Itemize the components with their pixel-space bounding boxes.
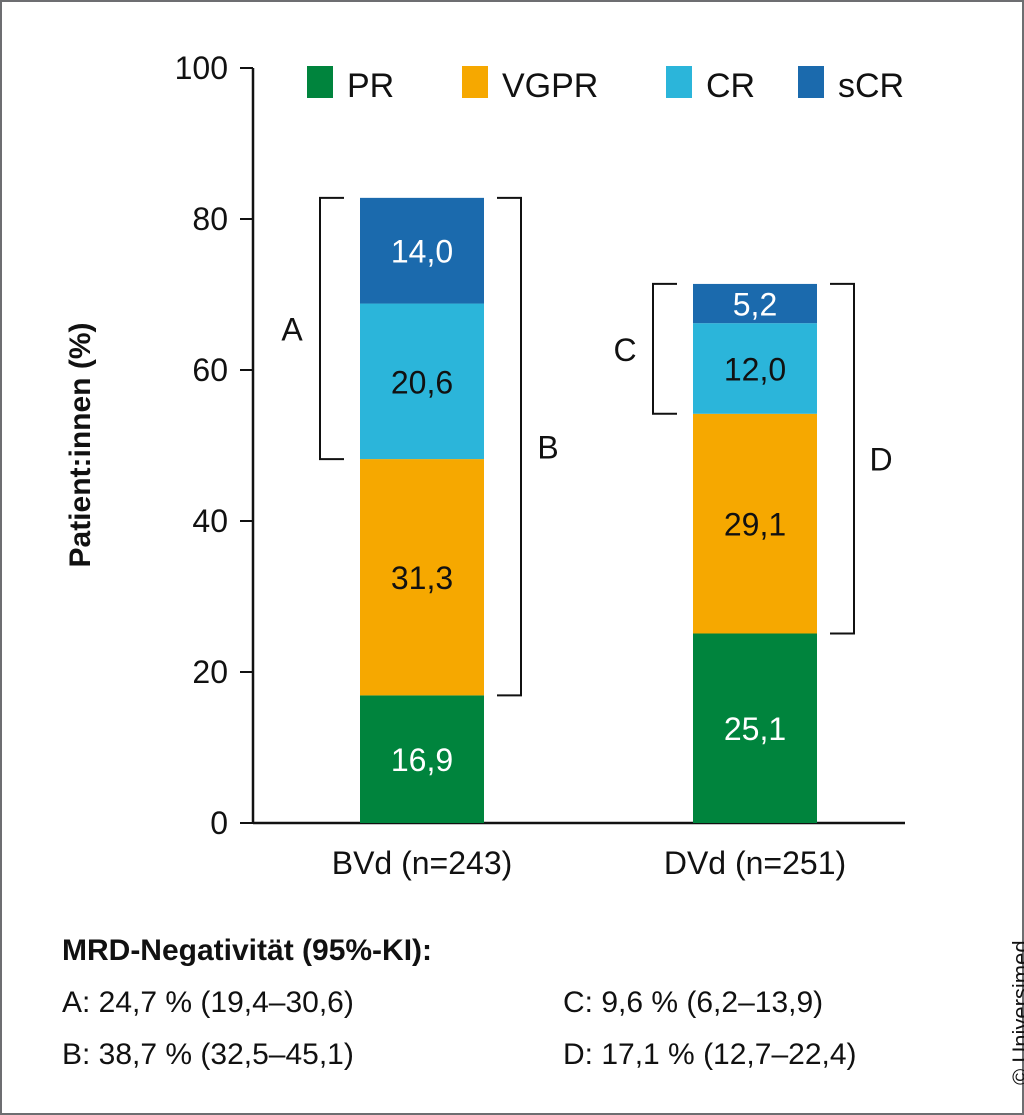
bar-segment-pr [360, 695, 484, 823]
data-label: 31,3 [391, 560, 453, 596]
bracket-label-c: C [613, 332, 636, 368]
y-tick-label: 80 [192, 201, 228, 237]
note-d: D: 17,1 % (12,7–22,4) [563, 1038, 857, 1071]
legend-label-pr: PR [347, 67, 394, 105]
y-tick-label: 100 [175, 50, 228, 86]
bar-segment-scr [360, 197, 484, 304]
y-tick-label: 40 [192, 503, 228, 539]
data-label: 29,1 [724, 507, 786, 543]
bracket-a [319, 196, 344, 461]
bar-segment-cr [693, 323, 817, 414]
bar-segment-scr [693, 283, 817, 324]
legend-swatch-scr [798, 66, 824, 98]
note-b: B: 38,7 % (32,5–45,1) [62, 1038, 354, 1071]
bar-segment-pr [693, 633, 817, 823]
note-a: A: 24,7 % (19,4–30,6) [62, 986, 354, 1019]
bracket-label-b: B [537, 430, 558, 466]
note-c: C: 9,6 % (6,2–13,9) [563, 986, 824, 1019]
bracket-b [497, 196, 522, 697]
data-label: 25,1 [724, 711, 786, 747]
bracket-c [652, 282, 677, 415]
bar-segment-vgpr [693, 413, 817, 634]
y-tick-label: 60 [192, 352, 228, 388]
notes-heading: MRD-Negativität (95%-KI): [62, 934, 433, 967]
y-tick-label: 0 [210, 805, 228, 841]
bar-segment-cr [360, 303, 484, 460]
x-tick-label: BVd (n=243) [332, 845, 513, 881]
data-label: 5,2 [733, 287, 777, 323]
legend-swatch-vgpr [462, 66, 488, 98]
bar-segment-vgpr [360, 459, 484, 696]
y-axis-label: Patient:innen (%) [64, 323, 97, 568]
data-label: 16,9 [391, 742, 453, 778]
bracket-d [830, 282, 855, 635]
x-tick-label: DVd (n=251) [664, 845, 846, 881]
mrd-notes: MRD-Negativität (95%-KI): A: 24,7 % (19,… [62, 925, 857, 1081]
bracket-label-d: D [869, 442, 892, 478]
legend-swatch-cr [666, 66, 692, 98]
legend-label-vgpr: VGPR [502, 67, 598, 105]
legend-label-scr: sCR [838, 67, 904, 105]
bracket-label-a: A [281, 311, 303, 347]
copyright: © Universimed [1008, 940, 1024, 1085]
y-tick-label: 20 [192, 654, 228, 690]
data-label: 20,6 [391, 364, 453, 400]
data-label: 12,0 [724, 351, 786, 387]
legend-label-cr: CR [706, 67, 755, 105]
data-label: 14,0 [391, 234, 453, 270]
legend-swatch-pr [307, 66, 333, 98]
